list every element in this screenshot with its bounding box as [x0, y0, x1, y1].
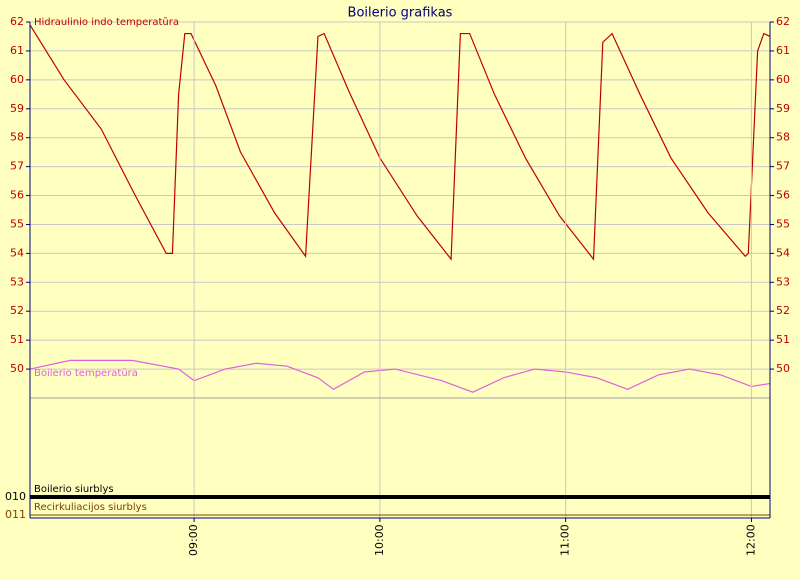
y-tick-label: 52	[776, 304, 790, 317]
x-tick-label: 11:00	[559, 524, 572, 556]
series-label: Recirkuliacijos siurblys	[34, 502, 147, 513]
channel-label: 011	[5, 508, 26, 521]
y-tick-label: 56	[10, 189, 24, 202]
y-tick-label: 61	[10, 44, 24, 57]
y-tick-label: 62	[776, 15, 790, 28]
y-tick-label: 50	[10, 362, 24, 375]
y-tick-label: 58	[776, 131, 790, 144]
y-tick-label: 56	[776, 189, 790, 202]
y-tick-label: 55	[776, 217, 790, 230]
y-tick-label: 53	[10, 275, 24, 288]
y-tick-label: 51	[776, 333, 790, 346]
legend-label: Hidraulinio indo temperatūra	[34, 17, 179, 28]
y-tick-label: 59	[776, 102, 790, 115]
x-tick-label: 12:00	[744, 524, 757, 556]
y-tick-label: 52	[10, 304, 24, 317]
y-tick-label: 53	[776, 275, 790, 288]
series-line	[29, 24, 771, 261]
y-tick-label: 50	[776, 362, 790, 375]
y-tick-label: 54	[776, 246, 790, 259]
y-tick-label: 59	[10, 102, 24, 115]
y-tick-label: 57	[10, 160, 24, 173]
y-tick-label: 57	[776, 160, 790, 173]
series-label: Boilerio siurblys	[34, 484, 114, 495]
y-tick-label: 62	[10, 15, 24, 28]
y-tick-label: 61	[776, 44, 790, 57]
y-tick-label: 51	[10, 333, 24, 346]
channel-label: 010	[5, 490, 26, 503]
y-tick-label: 54	[10, 246, 24, 259]
y-tick-label: 60	[10, 73, 24, 86]
y-tick-label: 55	[10, 217, 24, 230]
series-line	[29, 359, 771, 393]
chart-title: Boilerio grafikas	[348, 6, 453, 21]
x-tick-label: 09:00	[187, 524, 200, 556]
y-tick-label: 60	[776, 73, 790, 86]
x-tick-label: 10:00	[373, 524, 386, 556]
y-tick-label: 58	[10, 131, 24, 144]
legend-label: Boilerio temperatūra	[34, 368, 138, 379]
